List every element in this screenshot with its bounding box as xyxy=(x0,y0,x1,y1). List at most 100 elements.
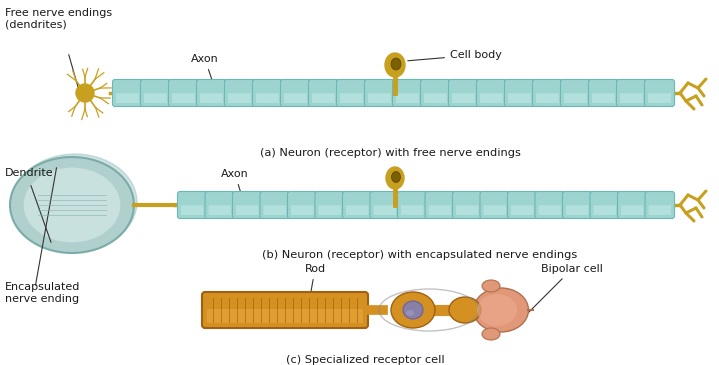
FancyBboxPatch shape xyxy=(452,93,475,103)
FancyBboxPatch shape xyxy=(618,192,647,219)
FancyBboxPatch shape xyxy=(168,80,198,107)
FancyBboxPatch shape xyxy=(562,192,592,219)
FancyBboxPatch shape xyxy=(511,205,533,215)
Ellipse shape xyxy=(477,294,517,326)
FancyBboxPatch shape xyxy=(477,80,506,107)
Text: Cell body: Cell body xyxy=(408,50,502,61)
Ellipse shape xyxy=(406,310,414,316)
FancyBboxPatch shape xyxy=(425,192,454,219)
FancyBboxPatch shape xyxy=(561,80,590,107)
FancyBboxPatch shape xyxy=(288,192,317,219)
FancyBboxPatch shape xyxy=(178,192,207,219)
Ellipse shape xyxy=(391,58,401,70)
FancyBboxPatch shape xyxy=(535,192,564,219)
FancyBboxPatch shape xyxy=(456,205,479,215)
Text: Axon: Axon xyxy=(221,169,249,214)
FancyBboxPatch shape xyxy=(588,80,618,107)
FancyBboxPatch shape xyxy=(140,80,170,107)
FancyBboxPatch shape xyxy=(480,192,510,219)
FancyBboxPatch shape xyxy=(564,93,587,103)
FancyBboxPatch shape xyxy=(224,80,255,107)
FancyBboxPatch shape xyxy=(263,205,286,215)
FancyBboxPatch shape xyxy=(342,192,372,219)
FancyBboxPatch shape xyxy=(373,205,396,215)
FancyBboxPatch shape xyxy=(284,93,307,103)
Ellipse shape xyxy=(474,288,528,332)
Ellipse shape xyxy=(385,53,405,77)
FancyBboxPatch shape xyxy=(207,309,363,323)
FancyBboxPatch shape xyxy=(644,80,674,107)
FancyBboxPatch shape xyxy=(401,205,423,215)
Text: Dendrite: Dendrite xyxy=(5,168,54,178)
FancyBboxPatch shape xyxy=(112,80,142,107)
FancyBboxPatch shape xyxy=(505,80,534,107)
FancyBboxPatch shape xyxy=(181,205,203,215)
FancyBboxPatch shape xyxy=(202,292,368,328)
FancyBboxPatch shape xyxy=(144,93,167,103)
FancyBboxPatch shape xyxy=(236,205,259,215)
FancyBboxPatch shape xyxy=(449,80,479,107)
FancyBboxPatch shape xyxy=(593,205,616,215)
FancyBboxPatch shape xyxy=(232,192,262,219)
Ellipse shape xyxy=(403,301,423,319)
FancyBboxPatch shape xyxy=(291,205,313,215)
FancyBboxPatch shape xyxy=(370,192,400,219)
FancyBboxPatch shape xyxy=(346,205,369,215)
Circle shape xyxy=(76,84,94,102)
Ellipse shape xyxy=(391,292,435,328)
FancyBboxPatch shape xyxy=(340,93,363,103)
FancyBboxPatch shape xyxy=(396,93,419,103)
Ellipse shape xyxy=(392,172,400,182)
FancyBboxPatch shape xyxy=(319,205,341,215)
FancyBboxPatch shape xyxy=(228,93,251,103)
Ellipse shape xyxy=(482,328,500,340)
FancyBboxPatch shape xyxy=(645,192,674,219)
FancyBboxPatch shape xyxy=(196,80,226,107)
FancyBboxPatch shape xyxy=(336,80,367,107)
FancyBboxPatch shape xyxy=(621,205,644,215)
FancyBboxPatch shape xyxy=(368,93,391,103)
FancyBboxPatch shape xyxy=(172,93,195,103)
FancyBboxPatch shape xyxy=(205,192,234,219)
Ellipse shape xyxy=(386,167,404,189)
Ellipse shape xyxy=(13,154,137,250)
Text: Free nerve endings
(dendrites): Free nerve endings (dendrites) xyxy=(5,8,112,30)
Text: Bipolar cell: Bipolar cell xyxy=(513,264,603,328)
FancyBboxPatch shape xyxy=(452,192,482,219)
FancyBboxPatch shape xyxy=(365,80,395,107)
FancyBboxPatch shape xyxy=(393,80,423,107)
FancyBboxPatch shape xyxy=(539,205,561,215)
FancyBboxPatch shape xyxy=(421,80,451,107)
FancyBboxPatch shape xyxy=(592,93,615,103)
FancyBboxPatch shape xyxy=(508,93,531,103)
Text: Axon: Axon xyxy=(191,54,219,101)
Text: Rod: Rod xyxy=(304,264,326,322)
FancyBboxPatch shape xyxy=(200,93,223,103)
FancyBboxPatch shape xyxy=(649,205,671,215)
FancyBboxPatch shape xyxy=(424,93,447,103)
Text: (a) Neuron (receptor) with free nerve endings: (a) Neuron (receptor) with free nerve en… xyxy=(260,148,521,158)
Text: (b) Neuron (receptor) with encapsulated nerve endings: (b) Neuron (receptor) with encapsulated … xyxy=(262,250,577,260)
Ellipse shape xyxy=(24,168,120,242)
FancyBboxPatch shape xyxy=(648,93,671,103)
FancyBboxPatch shape xyxy=(508,192,537,219)
FancyBboxPatch shape xyxy=(566,205,588,215)
FancyBboxPatch shape xyxy=(480,93,503,103)
FancyBboxPatch shape xyxy=(308,80,339,107)
FancyBboxPatch shape xyxy=(252,80,283,107)
Text: (c) Specialized receptor cell: (c) Specialized receptor cell xyxy=(285,355,444,365)
FancyBboxPatch shape xyxy=(256,93,279,103)
FancyBboxPatch shape xyxy=(616,80,646,107)
FancyBboxPatch shape xyxy=(429,205,451,215)
Ellipse shape xyxy=(10,157,134,253)
FancyBboxPatch shape xyxy=(280,80,311,107)
FancyBboxPatch shape xyxy=(312,93,335,103)
FancyBboxPatch shape xyxy=(533,80,562,107)
FancyBboxPatch shape xyxy=(209,205,231,215)
FancyBboxPatch shape xyxy=(398,192,427,219)
FancyBboxPatch shape xyxy=(483,205,506,215)
FancyBboxPatch shape xyxy=(260,192,290,219)
Text: Encapsulated
nerve ending: Encapsulated nerve ending xyxy=(5,282,81,304)
FancyBboxPatch shape xyxy=(590,192,620,219)
FancyBboxPatch shape xyxy=(536,93,559,103)
